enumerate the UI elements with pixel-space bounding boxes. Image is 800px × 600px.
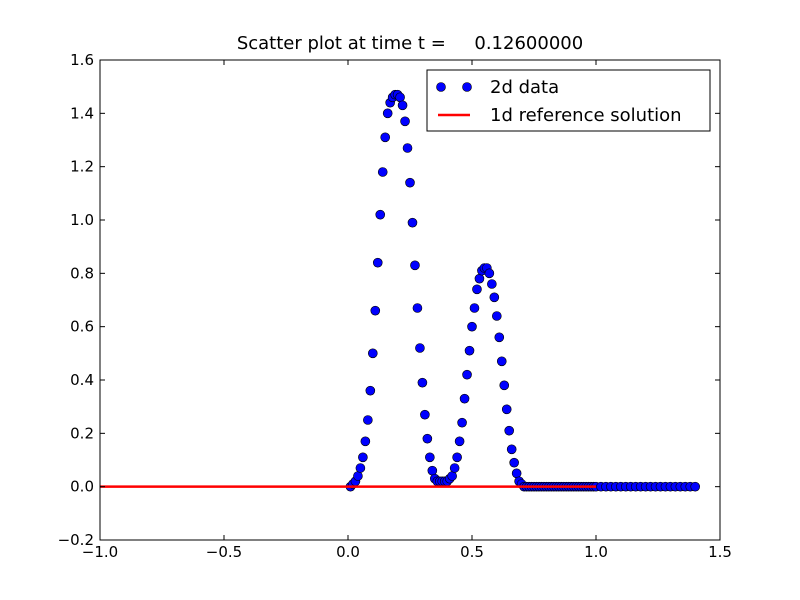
data-point [511,468,522,479]
data-point [417,377,428,388]
data-point [457,417,467,428]
data-point [487,279,497,289]
data-point [377,167,388,177]
x-tick-label: −1.0 [82,543,118,561]
series-2d-data [345,89,701,492]
data-point [449,463,460,473]
axes-frame [99,59,721,541]
y-tick-label: 1.0 [70,211,94,229]
data-point [459,393,470,404]
data-point [405,177,415,188]
data-point [467,321,477,332]
data-point [509,457,519,468]
y-tick-label: 0.2 [70,424,94,442]
x-tick-label: 0.5 [460,543,484,561]
data-point [469,303,480,313]
data-point [402,143,413,153]
data-point [363,415,373,425]
y-tick-label: −0.2 [58,531,94,549]
y-tick-label: 1.6 [70,51,94,69]
data-point [355,463,366,473]
y-tick-label: 1.4 [70,104,94,122]
data-point [462,369,472,380]
data-point [397,100,408,111]
data-point [499,380,510,391]
data-point [415,343,425,353]
data-point [353,471,363,481]
legend-box [426,69,711,132]
data-point [501,404,512,415]
series-layer [100,89,701,492]
data-point [365,385,376,396]
data-point [489,292,500,303]
data-point [367,348,378,359]
data-point [690,481,701,492]
data-point [358,452,368,463]
data-point [506,444,517,455]
legend-marker-2d-data-left [436,82,446,92]
y-tick-label: 1.2 [70,158,94,176]
data-point [407,217,418,228]
plot-area [100,60,720,540]
x-tick-label: 1.0 [584,543,608,561]
data-point [504,425,515,436]
data-point [422,433,433,444]
data-point [400,116,410,127]
data-point [412,303,423,313]
data-point [380,132,391,143]
data-point [427,465,438,476]
data-point [395,92,405,103]
data-point [484,268,495,279]
data-point [375,209,386,220]
x-tick-label: 0.0 [336,543,360,561]
y-tick-label: 0.8 [70,264,94,282]
y-tick-label: 0.6 [70,318,94,336]
data-point [452,452,462,463]
legend: 2d data 1d reference solution [426,69,711,132]
data-point [496,356,507,367]
legend-label-2d-data: 2d data [490,77,559,98]
chart-title: Scatter plot at time t = 0.12600000 [237,33,583,54]
data-point [472,284,482,295]
data-point [464,345,475,356]
data-point [474,273,485,284]
data-point [382,108,393,119]
x-tick-label: 1.5 [708,543,732,561]
data-point [454,436,465,447]
data-point [425,452,435,463]
data-point [372,257,383,268]
ticks-layer: −1.0 −0.5 0.0 0.5 1.0 1.5 −0.2 0.0 0.2 0.4 0.6 0.8 1… [58,51,732,561]
data-point [410,260,420,271]
legend-marker-2d-data-right [462,82,472,92]
x-tick-label: −0.5 [206,543,242,561]
legend-label-1d-reference: 1d reference solution [490,105,682,126]
y-tick-label: 0.4 [70,371,94,389]
data-point [491,311,502,321]
data-point [447,471,457,481]
y-tick-label: 0.0 [70,478,94,496]
data-point [494,332,505,343]
data-point [420,409,430,420]
data-point [360,436,371,447]
data-point [370,305,381,316]
